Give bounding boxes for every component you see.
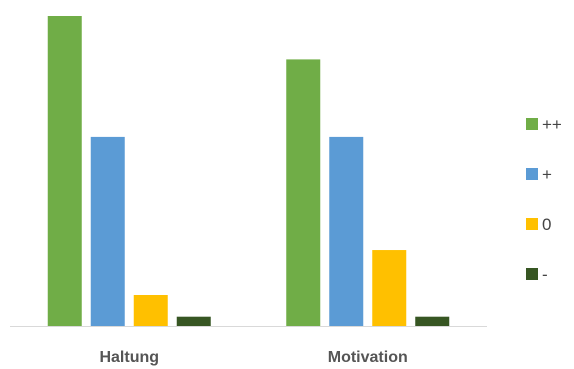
bar-motivation-series-1 [329, 136, 364, 326]
bar-haltung-series-0 [47, 16, 82, 326]
legend-swatch [526, 118, 538, 130]
bar-haltung-series-3 [176, 316, 211, 326]
legend: +++0- [526, 115, 562, 284]
bar-motivation-series-0 [286, 59, 321, 327]
legend-label: ++ [542, 115, 562, 134]
legend-swatch [526, 268, 538, 280]
category-labels: Haltung Motivation [99, 349, 407, 366]
category-label: Motivation [328, 349, 408, 366]
bars-layer [47, 16, 450, 327]
legend-swatch [526, 168, 538, 180]
category-label: Haltung [99, 349, 159, 366]
bar-haltung-series-1 [90, 136, 125, 326]
legend-label: 0 [542, 215, 551, 234]
bar-motivation-series-2 [372, 250, 407, 326]
legend-swatch [526, 218, 538, 230]
legend-label: + [542, 165, 552, 184]
legend-label: - [542, 265, 548, 284]
bar-haltung-series-2 [133, 295, 168, 326]
bar-motivation-series-3 [415, 316, 450, 326]
